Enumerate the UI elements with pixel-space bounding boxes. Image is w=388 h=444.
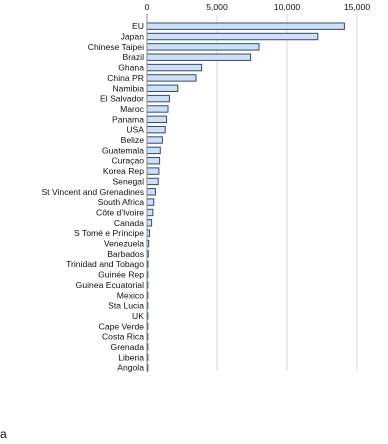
category-label: Namibia (112, 83, 144, 93)
category-label: Ghana (118, 63, 144, 73)
category-label: Korea Rep (103, 166, 144, 176)
bar (146, 136, 163, 144)
category-label: Côte d'Ivoire (96, 207, 144, 217)
bar (146, 208, 154, 217)
category-label: EU (132, 21, 144, 31)
category-label: Costa Rica (102, 332, 144, 342)
category-label: Japan (121, 32, 145, 42)
category-label: Chinese Taipei (88, 42, 144, 52)
category-label: Canada (114, 218, 144, 228)
category-label: Trinidad and Tobago (66, 259, 144, 269)
category-label: Angola (117, 363, 144, 373)
category-label: China PR (107, 73, 144, 83)
bar (146, 84, 179, 92)
bar (146, 22, 345, 30)
category-label: Grenada (111, 342, 145, 352)
bar (146, 63, 203, 72)
category-label: Guinée Rep (98, 270, 144, 280)
category-label: Venezuela (104, 239, 144, 249)
bars (146, 22, 345, 372)
x-axis-ticks: 0 5,000 10,000 15,000 (145, 2, 371, 12)
category-label: Liberia (118, 352, 144, 362)
bar (146, 32, 319, 41)
category-label: Barbados (107, 249, 144, 259)
category-label: Cape Verde (99, 321, 145, 331)
bar (146, 177, 159, 186)
x-tick-label: 0 (145, 2, 150, 12)
x-tick-label: 15,000 (344, 2, 371, 12)
category-label: Sta Lucia (108, 301, 144, 311)
bar (146, 167, 160, 175)
category-label: Senegal (112, 176, 144, 186)
bar (146, 43, 260, 51)
category-label: Maroc (120, 104, 145, 114)
category-label: El Salvador (100, 94, 144, 104)
category-label: Belize (121, 135, 145, 145)
category-label: South Africa (98, 197, 145, 207)
category-label: St Vincent and Grenadines (41, 187, 144, 197)
bar (146, 125, 166, 134)
category-label: USA (126, 125, 144, 135)
x-tick-label: 5,000 (206, 2, 228, 12)
bar (146, 115, 168, 124)
category-label: UK (132, 311, 144, 321)
bar (146, 94, 170, 103)
bar (146, 105, 169, 113)
category-label: Brazil (123, 52, 145, 62)
category-label: Curaçao (112, 156, 145, 166)
category-label: Panama (112, 114, 144, 124)
bar (146, 188, 156, 196)
category-label: Guinea Ecuatorial (76, 280, 144, 290)
category-label: Guatemala (102, 145, 144, 155)
panel-label: a (0, 427, 7, 441)
bar (146, 53, 252, 61)
x-tick-label: 10,000 (274, 2, 301, 12)
bar (146, 198, 155, 206)
bar (146, 219, 153, 227)
bar (146, 157, 161, 165)
bar (146, 74, 197, 82)
category-label: S Tomé e Príncipe (74, 228, 144, 238)
bar (146, 146, 161, 155)
category-label: Mexico (117, 290, 144, 300)
